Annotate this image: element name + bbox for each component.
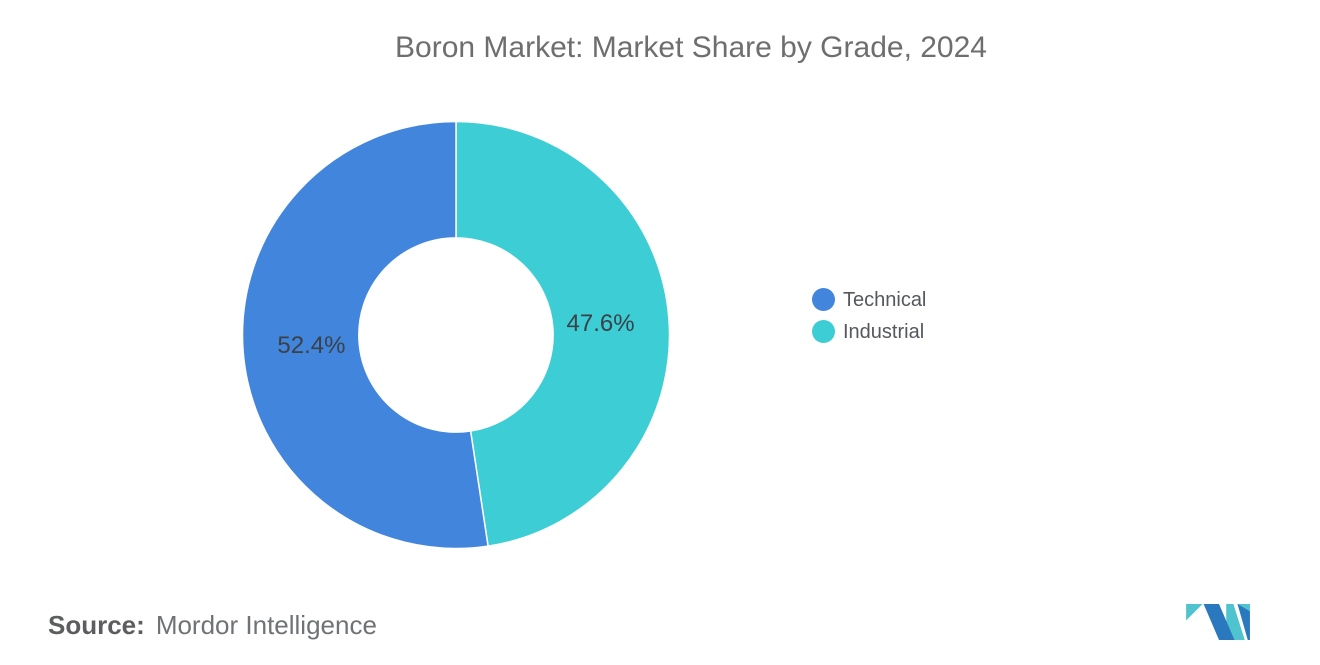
donut-chart-svg <box>241 120 671 550</box>
slice-label-technical: 52.4% <box>277 331 346 359</box>
mordor-intelligence-logo <box>1186 604 1250 640</box>
legend-marker-industrial-icon <box>812 320 835 343</box>
source-prefix: Source: <box>48 610 145 640</box>
legend-item-technical[interactable]: Technical <box>812 287 926 312</box>
source-line: Source: Mordor Intelligence <box>48 610 377 641</box>
donut-chart: 47.6% 52.4% <box>241 120 671 550</box>
legend: Technical Industrial <box>812 287 926 351</box>
source-text: Mordor Intelligence <box>155 610 377 640</box>
slice-technical[interactable] <box>241 120 489 550</box>
legend-label-technical: Technical <box>843 288 927 311</box>
slice-industrial[interactable] <box>455 120 671 547</box>
chart-title: Boron Market: Market Share by Grade, 202… <box>395 31 987 64</box>
legend-marker-technical-icon <box>812 288 835 311</box>
legend-item-industrial[interactable]: Industrial <box>812 319 926 344</box>
legend-label-industrial: Industrial <box>843 320 925 343</box>
slice-label-industrial: 47.6% <box>566 310 635 338</box>
